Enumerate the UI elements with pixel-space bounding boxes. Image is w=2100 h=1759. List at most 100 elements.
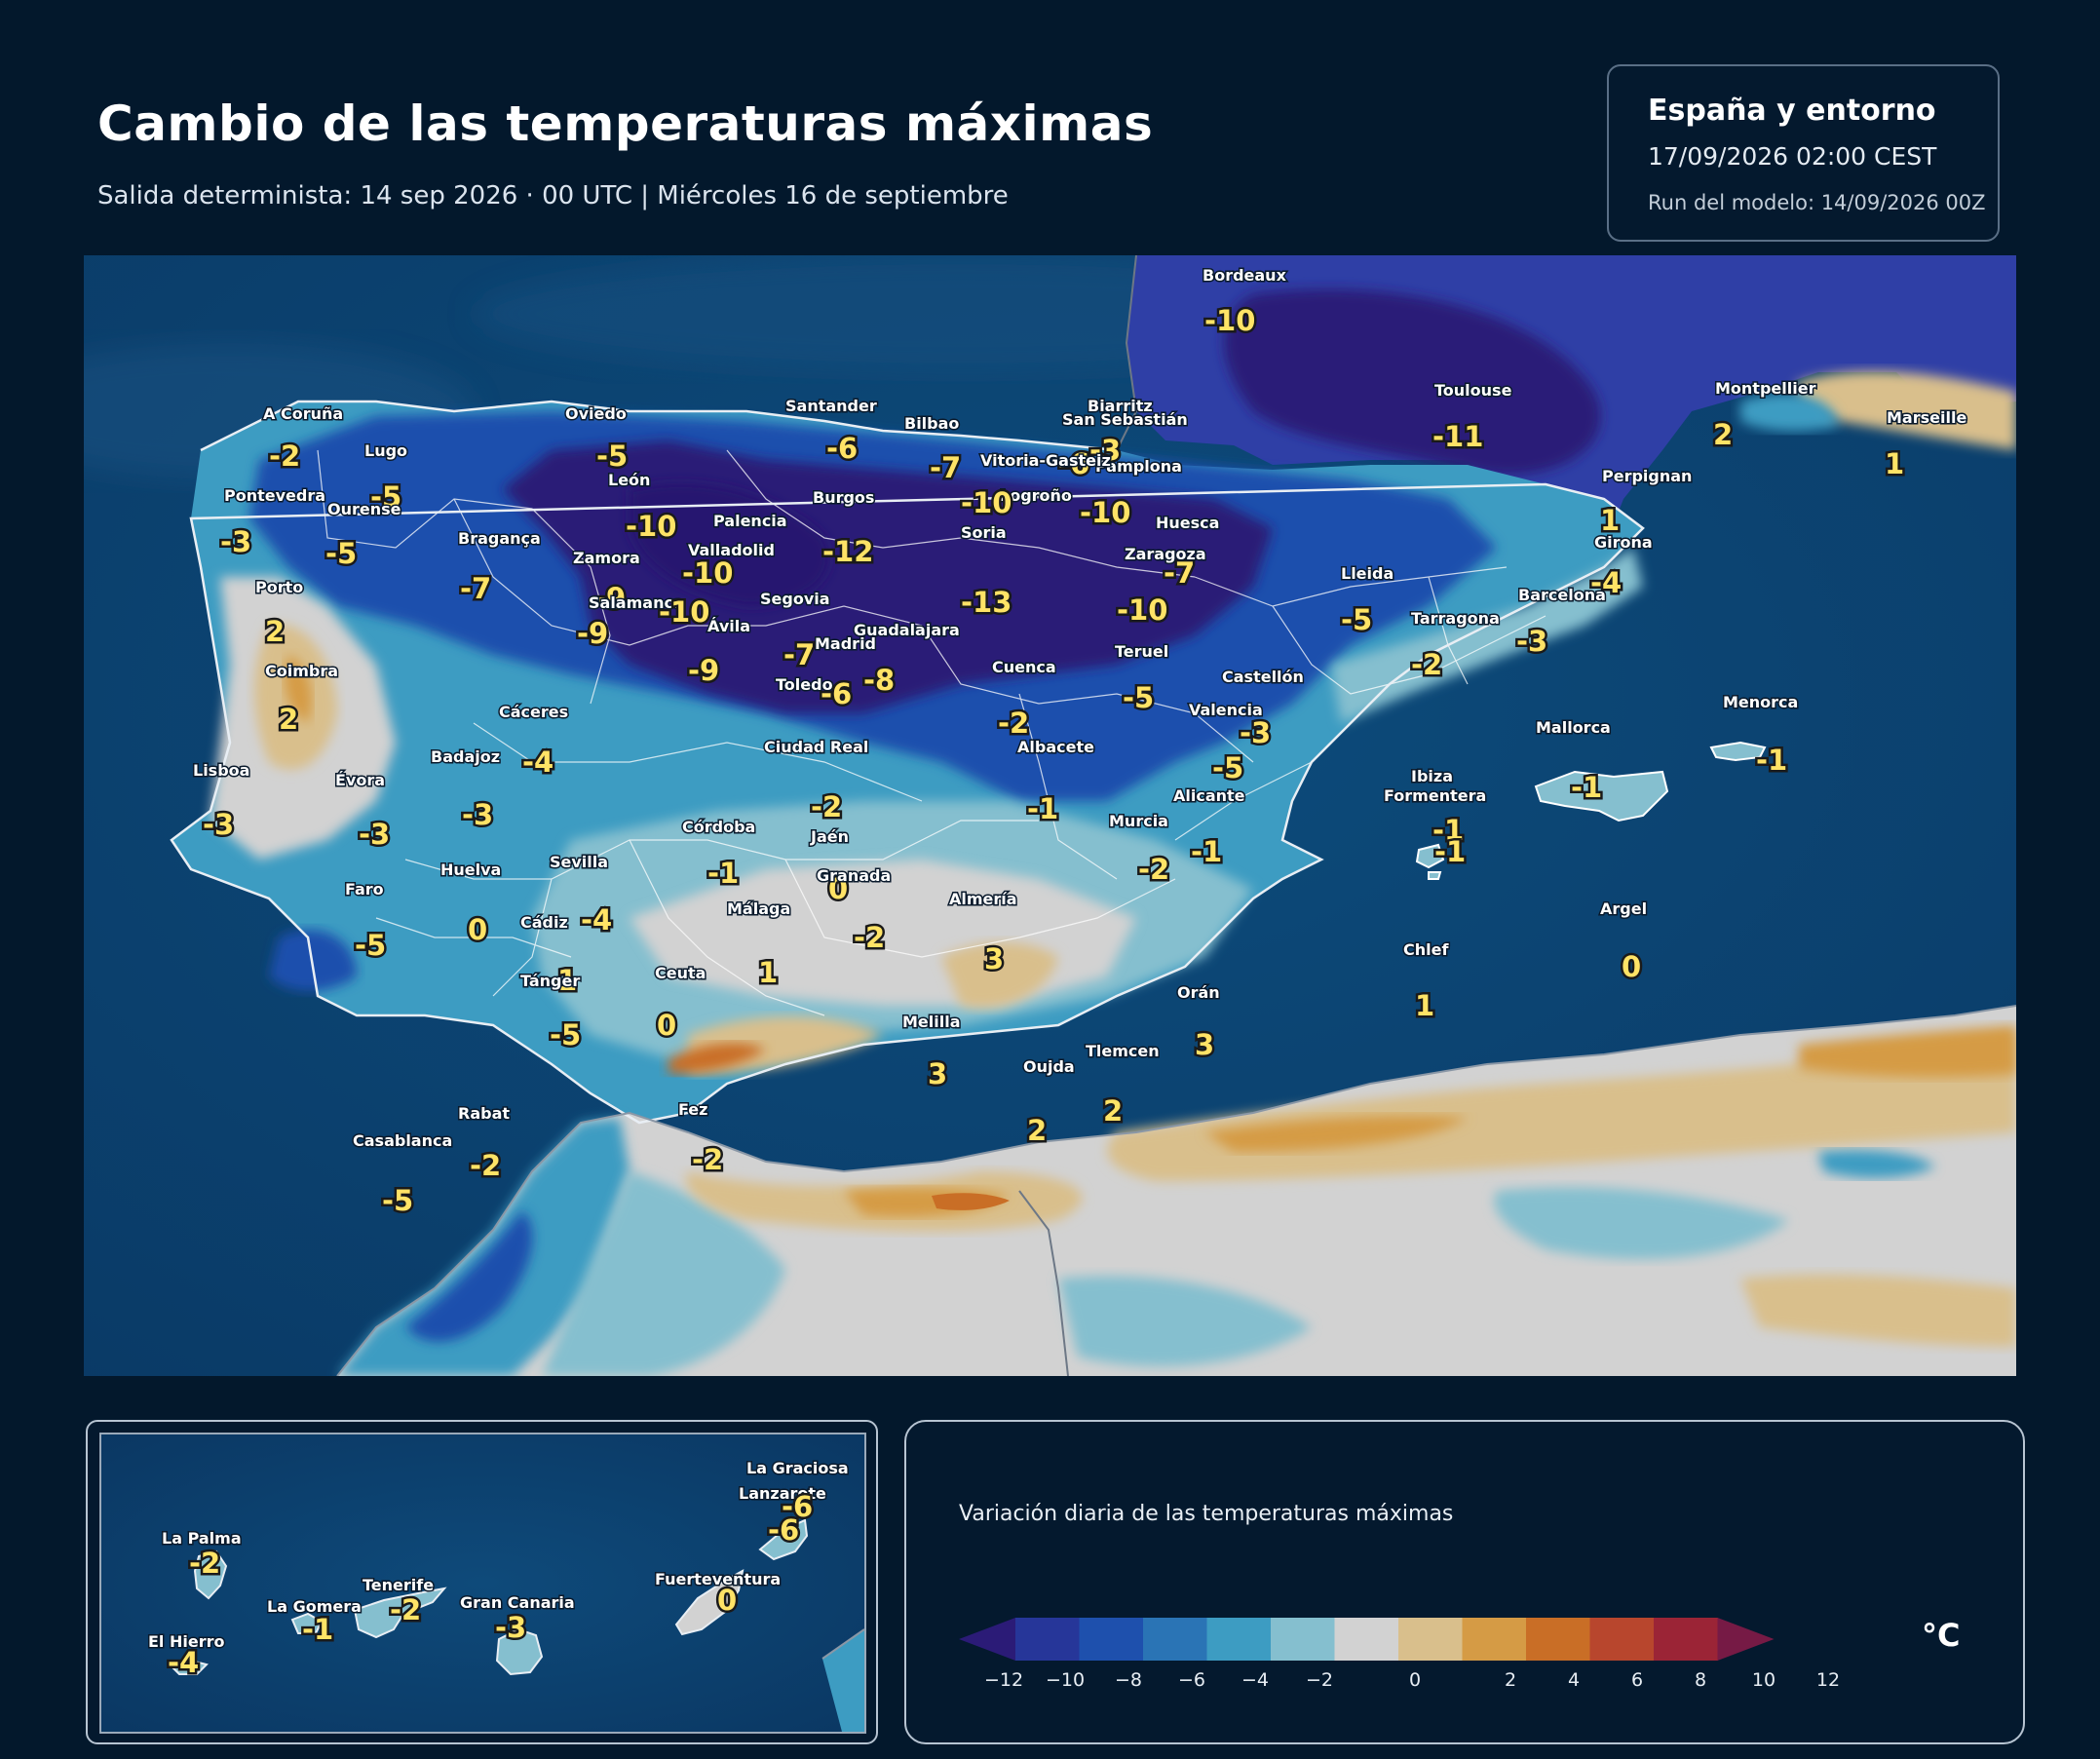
island-value-fuerteventura: 0 [717, 1584, 737, 1617]
colorbar-bin-7 [1398, 1618, 1463, 1661]
city-name-barcelona: Barcelona [1518, 586, 1606, 604]
city-name-coimbra: Coimbra [265, 662, 338, 680]
city-name-cuenca: Cuenca [992, 658, 1056, 676]
colorbar-bin-4 [1206, 1618, 1272, 1661]
city-name-oran: Orán [1177, 983, 1220, 1002]
la-gomera-island [290, 1612, 324, 1634]
tenerife-island [353, 1587, 447, 1639]
city-name-ourense: Ourense [327, 500, 401, 518]
city-name-vitoria-gasteiz: Vitoria-Gasteiz [980, 451, 1111, 470]
mallorca [1534, 770, 1669, 822]
city-name-fez: Fez [678, 1100, 707, 1119]
la-palma-island [193, 1549, 228, 1600]
city-name-pamplona: Pamplona [1095, 457, 1182, 476]
city-name-girona: Girona [1594, 533, 1653, 552]
city-name-tanger: Tánger [520, 972, 580, 990]
city-value-oran: 3 [1195, 1028, 1214, 1061]
city-name-avila: Ávila [707, 617, 750, 635]
colorbar-bin-8 [1462, 1618, 1527, 1661]
city-name-granada: Granada [817, 866, 891, 885]
colorbar-tick-label: −8 [1114, 1669, 1143, 1691]
main-map[interactable]: Bordeaux -10 Toulouse -11 Montpellier 2 Marsei… [84, 255, 2016, 1376]
model-run-label: Run del modelo: 14/09/2026 00Z [1648, 191, 1986, 214]
city-name-burgos: Burgos [813, 488, 874, 507]
island-name-tenerife: Tenerife [363, 1576, 434, 1594]
colorbar-bin-2 [1079, 1618, 1144, 1661]
island-value-lanzarote: -6 [782, 1490, 813, 1523]
city-name-segovia: Segovia [760, 590, 830, 608]
city-value-sevilla: -4 [581, 903, 612, 937]
city-name-melilla: Melilla [902, 1013, 961, 1031]
colorbar-bin-3 [1143, 1618, 1207, 1661]
city-name-san-sebastian: San Sebastián [1062, 410, 1188, 429]
region-borders [317, 449, 1546, 1016]
city-value-oujda: 2 [1027, 1114, 1047, 1147]
colorbar-tick-label: −4 [1241, 1669, 1270, 1691]
city-name-huesca: Huesca [1156, 514, 1219, 532]
city-name-menorca: Menorca [1723, 693, 1798, 711]
city-value-cadiz: -1 [546, 964, 577, 997]
canarias-inset[interactable]: La Graciosa Lanzarote -6 -6 La Palma -2 Teneri… [86, 1420, 878, 1744]
city-name-logrono: Logroño [1000, 486, 1072, 505]
el-hierro-island [170, 1659, 209, 1675]
city-name-almeria: Almería [949, 890, 1017, 908]
island-value-gran-canaria: -3 [495, 1611, 526, 1644]
island-name-la-graciosa: La Graciosa [746, 1459, 849, 1477]
city-value-segovia: -10 [659, 595, 709, 629]
colorbar-tick-label: 12 [1815, 1669, 1841, 1691]
city-value-vitoria-gasteiz: -7 [930, 451, 961, 484]
city-name-cadiz: Cádiz [520, 913, 568, 932]
island-value-la-gomera: -1 [302, 1613, 333, 1646]
colorbar-bin-1 [1015, 1618, 1080, 1661]
city-name-montpellier: Montpellier [1715, 379, 1816, 398]
city-name-rabat: Rabat [458, 1104, 510, 1123]
city-name-lisboa: Lisboa [193, 761, 249, 780]
city-value-mallorca: -1 [1571, 771, 1602, 804]
city-name-albacete: Albacete [1017, 738, 1094, 756]
city-value-santander: -6 [826, 432, 858, 465]
city-value-evora: -3 [359, 818, 390, 851]
city-name-evora: Évora [335, 771, 385, 789]
island-value-lanzarote-secondary: -6 [768, 1513, 799, 1547]
city-name-lugo: Lugo [364, 441, 407, 460]
city-value-biarritz: -3 [1089, 434, 1121, 467]
city-value-logrono: -10 [961, 486, 1012, 519]
city-name-zamora: Zamora [573, 549, 640, 567]
city-value-a-coruna: -2 [269, 440, 300, 473]
city-value-fez: -2 [692, 1143, 723, 1176]
city-value-porto: 2 [265, 615, 285, 648]
city-value-zaragoza: -10 [1117, 593, 1167, 627]
main-map-svg: Bordeaux-10Toulouse-11Montpellier2Marsei… [84, 255, 2016, 1376]
city-value-badajoz: -3 [462, 798, 493, 831]
city-name-ibiza: Ibiza [1411, 767, 1453, 785]
city-name-mallorca: Mallorca [1536, 718, 1611, 737]
city-value-rabat: -2 [470, 1149, 501, 1182]
page-title: Cambio de las temperaturas máximas [97, 96, 1154, 152]
city-name-casablanca: Casablanca [353, 1131, 452, 1150]
city-value-toledo: -6 [821, 677, 852, 710]
city-value-menorca: -1 [1756, 744, 1787, 777]
city-name-argel: Argel [1600, 899, 1647, 918]
city-name-teruel: Teruel [1115, 642, 1168, 661]
legend-box: Variación diaria de las temperaturas máx… [904, 1420, 2025, 1744]
city-name-caceres: Cáceres [499, 703, 568, 721]
menorca [1709, 741, 1767, 762]
city-name-santander: Santander [785, 397, 877, 415]
city-name-lleida: Lleida [1341, 564, 1394, 583]
city-name-tarragona: Tarragona [1411, 609, 1500, 628]
city-name-bilbao: Bilbao [904, 414, 959, 433]
city-value-valladolid: -10 [682, 556, 733, 590]
colorbar-tick-label: 6 [1630, 1669, 1644, 1691]
city-value-braganca: -7 [460, 572, 491, 605]
lanzarote-island [758, 1518, 809, 1561]
colorbar-tick-label: 0 [1408, 1669, 1422, 1691]
island-name-la-gomera: La Gomera [267, 1597, 362, 1616]
island-name-gran-canaria: Gran Canaria [460, 1593, 575, 1612]
city-value-cordoba: -1 [707, 857, 739, 890]
island-name-la-palma: La Palma [162, 1529, 242, 1548]
colorbar-extend-max [1717, 1618, 1775, 1661]
city-name-valencia: Valencia [1189, 701, 1263, 719]
city-value-barcelona: -3 [1516, 625, 1547, 658]
city-name-guadalajara: Guadalajara [854, 621, 960, 639]
